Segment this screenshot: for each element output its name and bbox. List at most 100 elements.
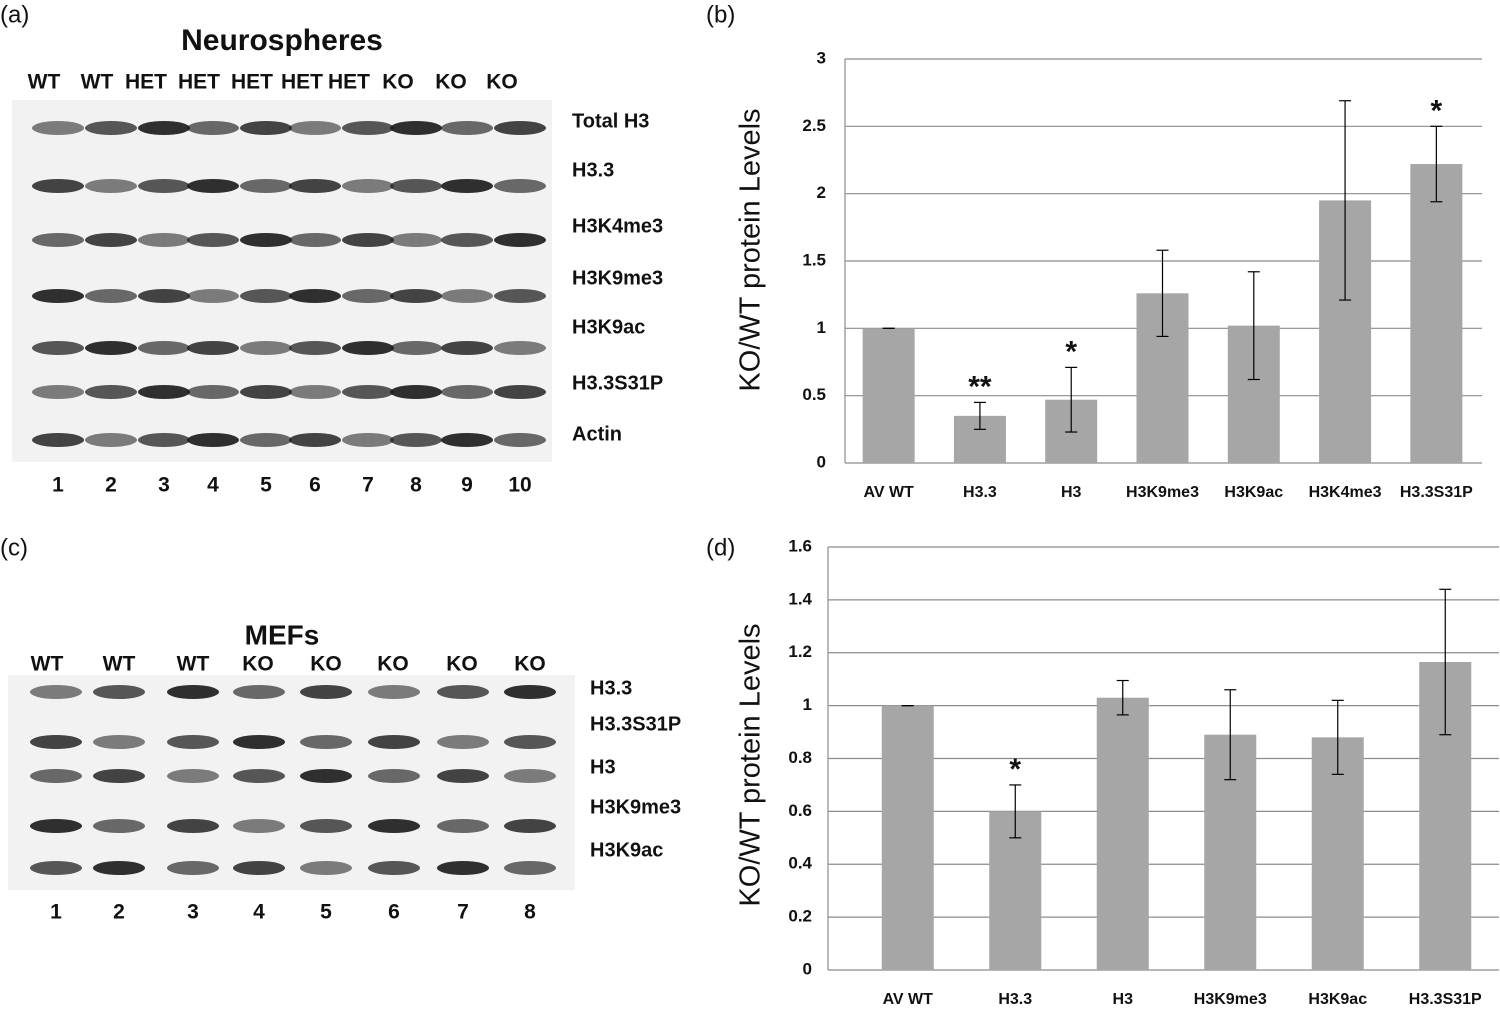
band (85, 179, 137, 193)
panel-label: (a) (0, 1, 29, 28)
y-tick-label: 1.2 (788, 642, 812, 661)
band (300, 769, 352, 783)
band (494, 341, 546, 355)
y-tick-label: 1.4 (788, 589, 812, 608)
y-tick-label: 0.6 (788, 801, 812, 820)
lane-label: KO (242, 653, 274, 676)
x-tick-label: H3K9ac (1308, 991, 1367, 1008)
bar (1410, 164, 1463, 464)
lane-label: WT (31, 653, 64, 676)
x-tick-label: H3 (1061, 484, 1082, 501)
band (138, 289, 190, 303)
band (289, 433, 341, 447)
band (85, 233, 137, 247)
band (240, 289, 292, 303)
y-tick-label: 1 (803, 695, 812, 714)
band (187, 233, 239, 247)
x-tick-label: H3K9me3 (1194, 991, 1267, 1008)
band (289, 179, 341, 193)
band (85, 433, 137, 447)
row-label: Total H3 (572, 110, 649, 132)
y-tick-label: 0.4 (788, 854, 812, 873)
band (441, 341, 493, 355)
band (300, 735, 352, 749)
lane-number: 1 (50, 901, 62, 924)
band (390, 385, 442, 399)
band (187, 385, 239, 399)
blot-title: Neurospheres (181, 24, 383, 57)
band (390, 433, 442, 447)
band (93, 735, 145, 749)
lane-number: 10 (508, 474, 531, 497)
band (32, 433, 84, 447)
lane-label: HET (125, 71, 167, 94)
band (441, 121, 493, 135)
band (300, 861, 352, 875)
y-tick-label: 0.2 (788, 907, 812, 926)
band (32, 121, 84, 135)
band (167, 819, 219, 833)
band (187, 433, 239, 447)
band (30, 819, 82, 833)
bar (1096, 697, 1149, 970)
lane-label: KO (310, 653, 342, 676)
band (368, 769, 420, 783)
band (504, 769, 556, 783)
lane-number: 8 (410, 474, 422, 497)
band (233, 735, 285, 749)
band (32, 233, 84, 247)
lane-number: 7 (362, 474, 374, 497)
band (300, 685, 352, 699)
band (233, 769, 285, 783)
band (342, 233, 394, 247)
band (441, 179, 493, 193)
band (342, 289, 394, 303)
x-tick-label: H3K9me3 (1126, 484, 1199, 501)
row-label: H3K9me3 (572, 267, 663, 289)
y-tick-label: 1 (817, 318, 826, 337)
band (85, 121, 137, 135)
band (494, 233, 546, 247)
band (289, 385, 341, 399)
lane-number: 4 (207, 474, 219, 497)
band (368, 861, 420, 875)
y-tick-label: 0 (803, 959, 812, 978)
band (437, 819, 489, 833)
band (437, 769, 489, 783)
band (167, 769, 219, 783)
y-tick-label: 0.8 (788, 748, 812, 767)
lane-label: WT (81, 71, 114, 94)
band (138, 233, 190, 247)
band (494, 121, 546, 135)
band (93, 769, 145, 783)
lane-number: 3 (158, 474, 170, 497)
band (187, 289, 239, 303)
lane-number: 9 (461, 474, 473, 497)
x-tick-label: H3.3S31P (1409, 991, 1482, 1008)
significance-marker: * (1009, 753, 1021, 786)
row-label: H3K9ac (572, 316, 645, 338)
row-label: H3K4me3 (572, 215, 663, 237)
band (437, 735, 489, 749)
lane-number: 4 (253, 901, 265, 924)
band (494, 289, 546, 303)
band (32, 341, 84, 355)
lane-number: 8 (524, 901, 536, 924)
band (437, 685, 489, 699)
band (300, 819, 352, 833)
lane-number: 6 (309, 474, 321, 497)
lane-label: KO (382, 71, 414, 94)
lane-label: KO (377, 653, 409, 676)
lane-number: 6 (388, 901, 400, 924)
band (342, 341, 394, 355)
band (85, 289, 137, 303)
y-tick-label: 2.5 (802, 116, 826, 135)
y-tick-label: 1.6 (788, 536, 812, 555)
band (504, 861, 556, 875)
lane-number: 2 (113, 901, 125, 924)
y-tick-label: 3 (817, 48, 826, 67)
y-tick-label: 0.5 (802, 385, 826, 404)
band (138, 121, 190, 135)
lane-label: WT (103, 653, 136, 676)
panel-label: (b) (706, 1, 735, 28)
